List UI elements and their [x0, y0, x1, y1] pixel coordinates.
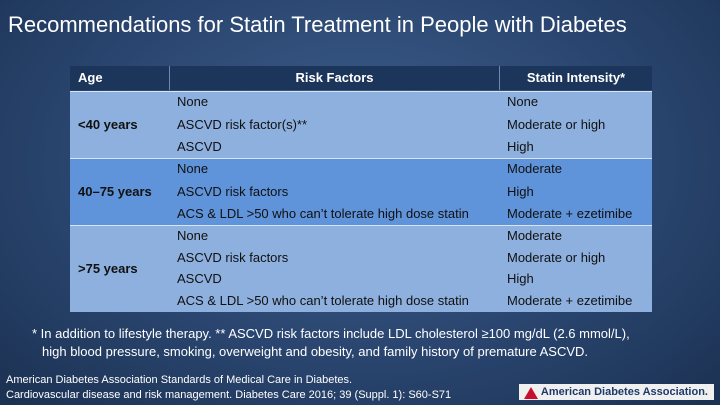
intensity-cell: None [507, 94, 539, 110]
age-cell: <40 years [78, 116, 138, 132]
group-background [70, 91, 652, 158]
logo-text: American Diabetes Association. [540, 386, 708, 398]
intensity-cell: Moderate or high [507, 116, 606, 132]
risk-factor-cell: ACS & LDL >50 who can’t tolerate high do… [177, 205, 469, 221]
intensity-cell: High [507, 271, 534, 287]
risk-factor-cell: None [177, 161, 209, 177]
citation: American Diabetes Association Standards … [6, 374, 353, 386]
risk-factor-cell: None [177, 227, 209, 243]
intensity-cell: Moderate + ezetimibe [507, 205, 633, 221]
footnote: * In addition to lifestyle therapy. ** A… [32, 326, 630, 341]
intensity-cell: Moderate + ezetimibe [507, 293, 633, 309]
age-cell: >75 years [78, 260, 138, 276]
header-cell: Age [70, 66, 170, 90]
intensity-cell: High [507, 183, 534, 199]
risk-factor-cell: ASCVD [177, 271, 222, 287]
intensity-cell: Moderate or high [507, 249, 606, 265]
citation: Cardiovascular disease and risk manageme… [6, 389, 452, 401]
risk-factor-cell: ACS & LDL >50 who can’t tolerate high do… [177, 293, 469, 309]
risk-factor-cell: ASCVD risk factor(s)** [177, 116, 308, 132]
logo-icon [523, 387, 538, 399]
risk-factor-cell: ASCVD [177, 138, 222, 154]
risk-factor-cell: ASCVD risk factors [177, 183, 289, 199]
footnote: high blood pressure, smoking, overweight… [42, 344, 589, 359]
risk-factor-cell: None [177, 94, 209, 110]
risk-factor-cell: ASCVD risk factors [177, 249, 289, 265]
header-cell: Risk Factors [170, 66, 500, 90]
intensity-cell: Moderate [507, 161, 562, 177]
slide-title: Recommendations for Statin Treatment in … [8, 12, 627, 37]
intensity-cell: Moderate [507, 227, 562, 243]
header-cell: Statin Intensity* [500, 66, 652, 90]
logo: American Diabetes Association. [518, 384, 714, 400]
age-cell: 40–75 years [78, 183, 152, 199]
intensity-cell: High [507, 138, 534, 154]
group-background [70, 158, 652, 225]
group-background [70, 225, 652, 312]
